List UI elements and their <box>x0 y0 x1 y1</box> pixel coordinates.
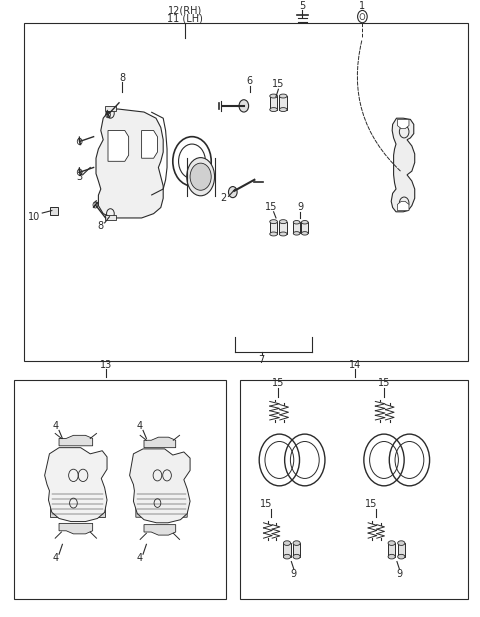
Ellipse shape <box>293 540 300 545</box>
Text: 13: 13 <box>99 360 112 370</box>
Polygon shape <box>105 215 116 220</box>
Ellipse shape <box>279 94 287 98</box>
Polygon shape <box>130 449 190 523</box>
Ellipse shape <box>270 94 277 98</box>
Text: 15: 15 <box>272 378 285 388</box>
Ellipse shape <box>283 554 290 559</box>
Ellipse shape <box>397 554 405 559</box>
Text: 15: 15 <box>365 499 377 509</box>
Polygon shape <box>105 106 116 111</box>
FancyBboxPatch shape <box>279 96 287 110</box>
Polygon shape <box>59 523 93 534</box>
Text: 4: 4 <box>52 421 58 431</box>
Polygon shape <box>397 120 409 129</box>
Text: 6: 6 <box>247 77 252 86</box>
Polygon shape <box>50 491 105 517</box>
Ellipse shape <box>388 540 395 545</box>
Ellipse shape <box>293 220 300 224</box>
Ellipse shape <box>270 232 277 236</box>
Ellipse shape <box>187 157 215 196</box>
Text: 15: 15 <box>272 80 285 89</box>
Ellipse shape <box>283 540 290 545</box>
FancyBboxPatch shape <box>270 96 277 110</box>
Polygon shape <box>142 131 157 158</box>
Circle shape <box>228 186 237 197</box>
Text: 8: 8 <box>120 73 125 83</box>
Ellipse shape <box>301 220 308 224</box>
Polygon shape <box>136 486 187 517</box>
FancyBboxPatch shape <box>270 222 277 234</box>
FancyBboxPatch shape <box>279 222 287 234</box>
Polygon shape <box>59 436 93 446</box>
Text: 2: 2 <box>220 193 227 203</box>
Text: 9: 9 <box>291 569 297 579</box>
Ellipse shape <box>279 232 287 236</box>
FancyBboxPatch shape <box>293 543 300 557</box>
Text: 15: 15 <box>260 499 273 509</box>
Text: 3: 3 <box>76 172 82 181</box>
FancyBboxPatch shape <box>283 543 291 557</box>
Polygon shape <box>45 448 107 521</box>
Text: 8: 8 <box>98 221 104 231</box>
Ellipse shape <box>397 540 405 545</box>
Text: 12(RH): 12(RH) <box>168 6 202 15</box>
Text: 4: 4 <box>136 421 142 431</box>
Text: 9: 9 <box>297 202 303 212</box>
Polygon shape <box>391 118 415 212</box>
Polygon shape <box>144 437 176 448</box>
FancyBboxPatch shape <box>50 207 58 215</box>
Text: 1: 1 <box>360 1 365 11</box>
FancyBboxPatch shape <box>293 222 300 233</box>
Polygon shape <box>96 109 163 218</box>
Polygon shape <box>397 201 409 210</box>
Text: 15: 15 <box>265 202 277 212</box>
Ellipse shape <box>301 231 308 235</box>
Text: 14: 14 <box>349 360 361 370</box>
FancyBboxPatch shape <box>388 543 396 557</box>
Ellipse shape <box>279 220 287 223</box>
Text: 11 (LH): 11 (LH) <box>167 14 203 23</box>
FancyBboxPatch shape <box>397 543 405 557</box>
Text: 4: 4 <box>52 553 58 563</box>
Text: 4: 4 <box>136 553 142 563</box>
Ellipse shape <box>270 107 277 112</box>
Circle shape <box>190 163 211 190</box>
Ellipse shape <box>270 220 277 223</box>
Ellipse shape <box>279 107 287 112</box>
Ellipse shape <box>293 231 300 235</box>
Text: 9: 9 <box>396 569 402 579</box>
Text: 10: 10 <box>28 212 41 222</box>
Ellipse shape <box>388 554 395 559</box>
Text: 7: 7 <box>258 355 265 365</box>
Text: 5: 5 <box>299 1 306 11</box>
Polygon shape <box>108 131 129 161</box>
Text: 15: 15 <box>378 378 390 388</box>
Circle shape <box>239 100 249 112</box>
Ellipse shape <box>293 554 300 559</box>
Polygon shape <box>144 524 176 535</box>
FancyBboxPatch shape <box>301 222 308 233</box>
